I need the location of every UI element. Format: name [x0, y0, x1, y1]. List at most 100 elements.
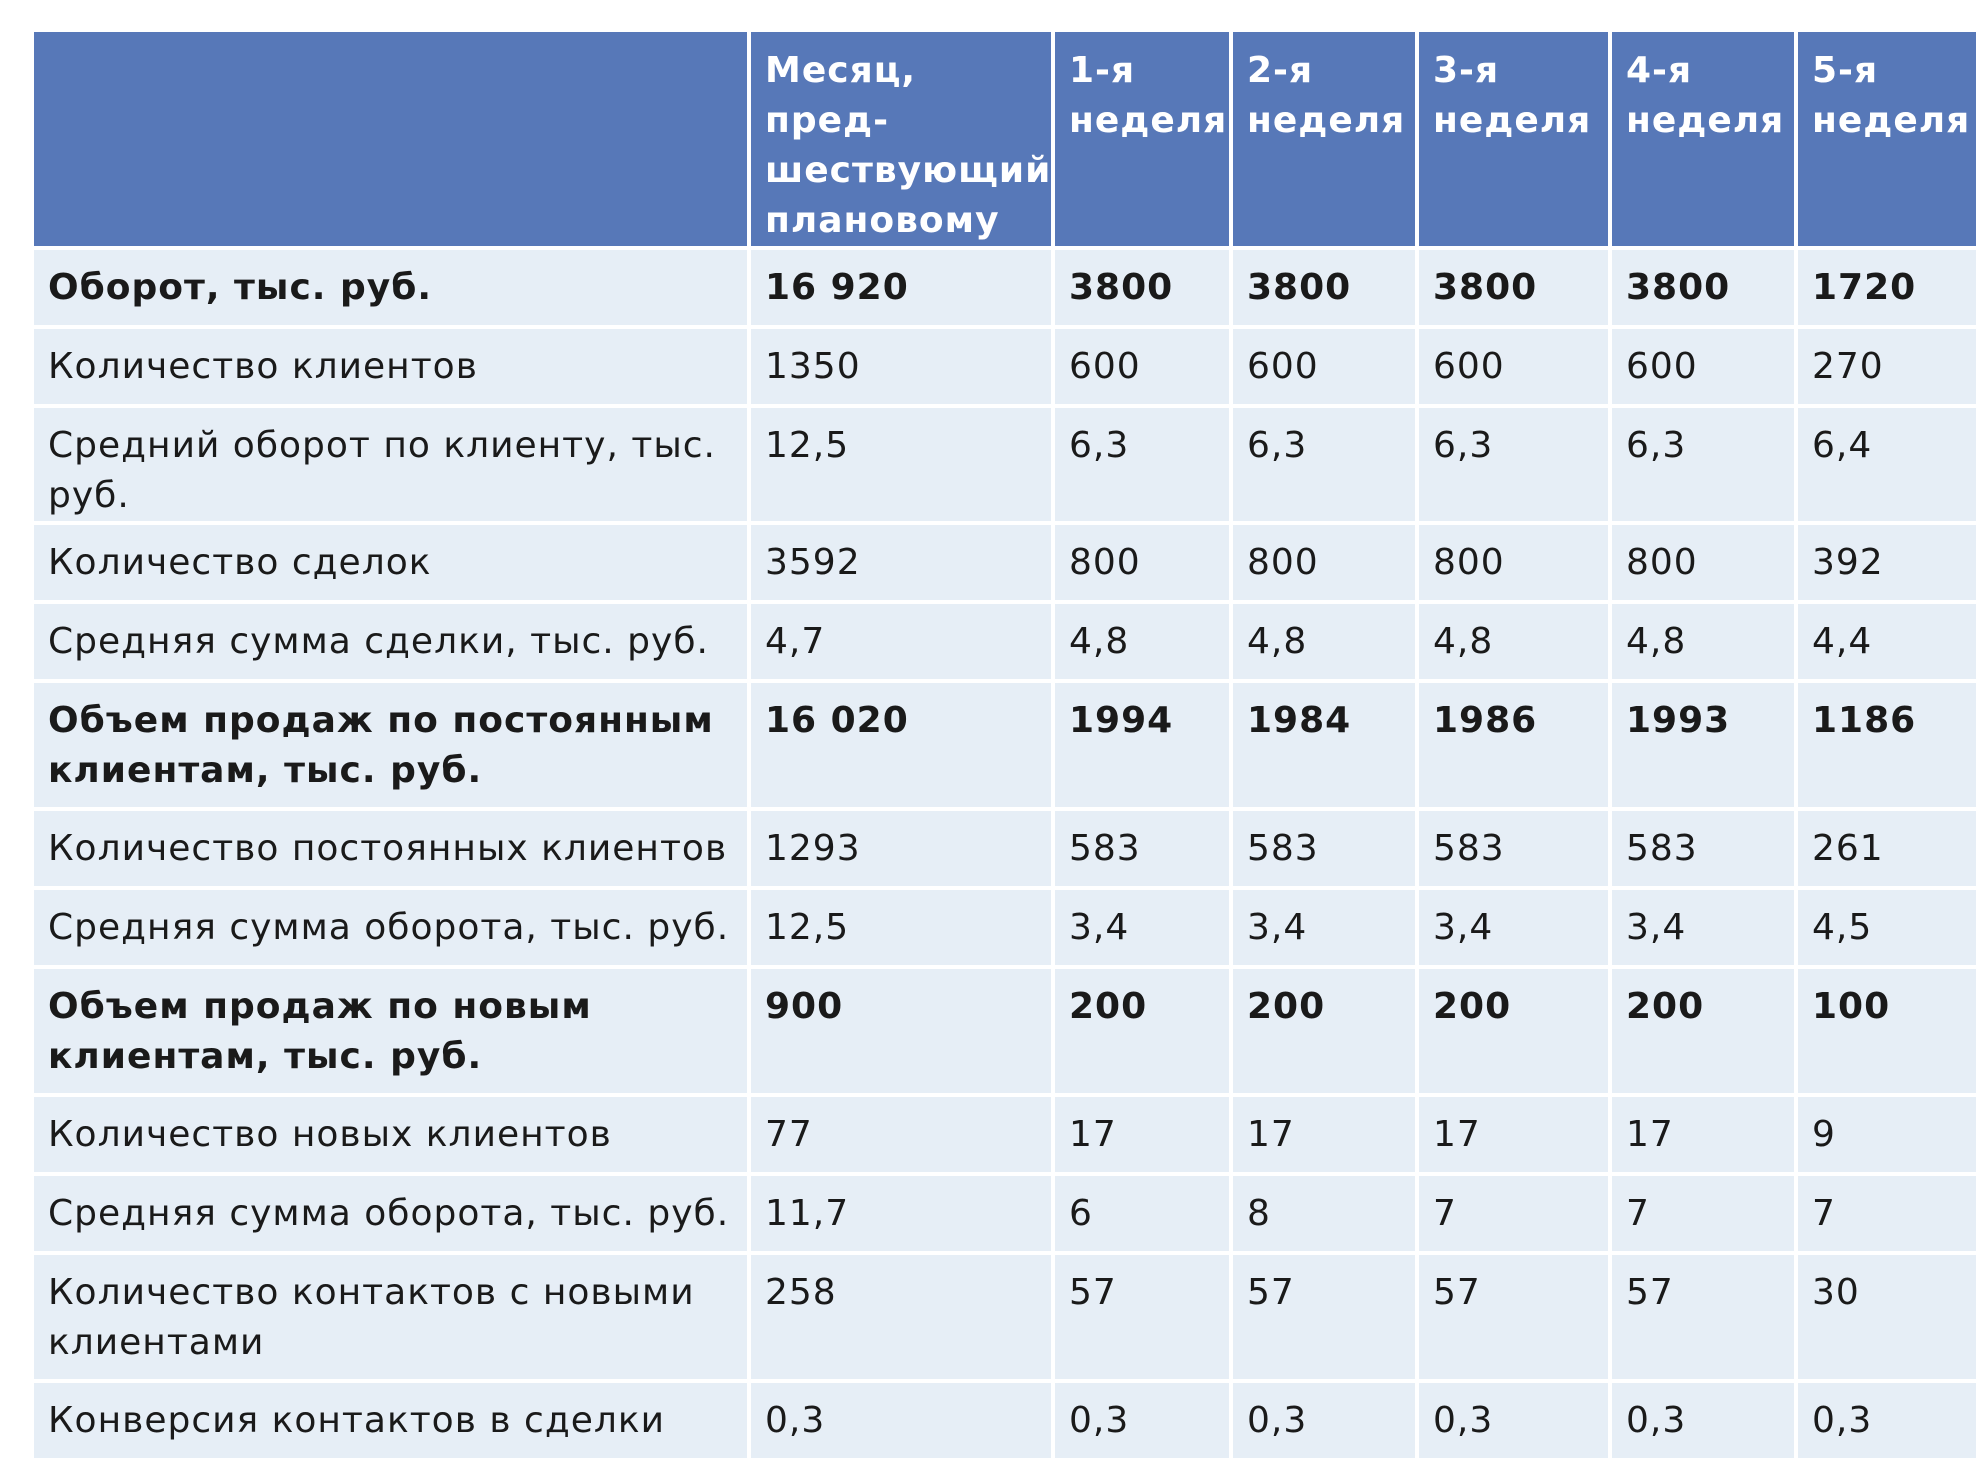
cell-week-5: 30 [1798, 1255, 1976, 1379]
cell-week-2: 583 [1233, 811, 1415, 886]
cell-week-3: 1986 [1419, 683, 1608, 807]
cell-week-5: 6,4 [1798, 408, 1976, 521]
cell-week-5: 392 [1798, 525, 1976, 600]
cell-row-label: Количество контактов с новыми клиентами [34, 1255, 747, 1379]
table-row: Количество постоянных клиентов 1293 583 583… [34, 811, 1976, 886]
cell-row-label: Количество сделок [34, 525, 747, 600]
table-row: Средний оборот по клиенту, тыс. руб. 12,5… [34, 408, 1976, 521]
cell-week-5: 4,4 [1798, 604, 1976, 679]
cell-week-5: 9 [1798, 1097, 1976, 1172]
cell-week-2: 6,3 [1233, 408, 1415, 521]
cell-week-2: 200 [1233, 969, 1415, 1093]
cell-week-1: 200 [1055, 969, 1229, 1093]
cell-week-4: 17 [1612, 1097, 1794, 1172]
cell-row-label: Количество клиентов [34, 329, 747, 404]
cell-week-4: 3,4 [1612, 890, 1794, 965]
cell-week-4: 7 [1612, 1176, 1794, 1251]
cell-week-2: 800 [1233, 525, 1415, 600]
table-row: Средняя сумма сделки, тыс. руб. 4,7 4,8 4,8… [34, 604, 1976, 679]
cell-week-4: 6,3 [1612, 408, 1794, 521]
header-cell-week-5: 5-я неделя [1798, 32, 1976, 246]
cell-week-1: 17 [1055, 1097, 1229, 1172]
cell-week-5: 261 [1798, 811, 1976, 886]
table-body: Оборот, тыс. руб. 16 920 3800 3800 3800 3800 1… [34, 250, 1976, 1458]
cell-week-4: 0,3 [1612, 1383, 1794, 1458]
cell-prev-month: 12,5 [751, 408, 1051, 521]
sales-plan-table: Месяц, пред-шествующий плановому 1-я нед… [30, 28, 1976, 1462]
header-row: Месяц, пред-шествующий плановому 1-я нед… [34, 32, 1976, 246]
cell-week-1: 4,8 [1055, 604, 1229, 679]
cell-prev-month: 4,7 [751, 604, 1051, 679]
header-cell-prev-month: Месяц, пред-шествующий плановому [751, 32, 1051, 246]
cell-row-label: Объем продаж по новым клиентам, тыс. руб… [34, 969, 747, 1093]
cell-week-1: 1994 [1055, 683, 1229, 807]
cell-week-1: 583 [1055, 811, 1229, 886]
cell-week-2: 3,4 [1233, 890, 1415, 965]
header-cell-row-label [34, 32, 747, 246]
cell-week-3: 6,3 [1419, 408, 1608, 521]
table-row: Объем продаж по постоянным клиентам, тыс… [34, 683, 1976, 807]
cell-week-2: 0,3 [1233, 1383, 1415, 1458]
cell-prev-month: 3592 [751, 525, 1051, 600]
cell-week-2: 600 [1233, 329, 1415, 404]
cell-week-5: 1720 [1798, 250, 1976, 325]
cell-prev-month: 1350 [751, 329, 1051, 404]
cell-week-5: 100 [1798, 969, 1976, 1093]
cell-week-1: 6,3 [1055, 408, 1229, 521]
cell-prev-month: 16 020 [751, 683, 1051, 807]
cell-week-3: 7 [1419, 1176, 1608, 1251]
cell-week-4: 57 [1612, 1255, 1794, 1379]
cell-week-3: 0,3 [1419, 1383, 1608, 1458]
cell-week-5: 0,3 [1798, 1383, 1976, 1458]
table-row: Количество клиентов 1350 600 600 600 600 270 [34, 329, 1976, 404]
cell-prev-month: 12,5 [751, 890, 1051, 965]
cell-week-1: 0,3 [1055, 1383, 1229, 1458]
cell-week-4: 4,8 [1612, 604, 1794, 679]
cell-week-4: 1993 [1612, 683, 1794, 807]
table-row: Объем продаж по новым клиентам, тыс. руб… [34, 969, 1976, 1093]
cell-week-3: 57 [1419, 1255, 1608, 1379]
cell-week-3: 17 [1419, 1097, 1608, 1172]
cell-week-3: 4,8 [1419, 604, 1608, 679]
cell-row-label: Средняя сумма оборота, тыс. руб. [34, 890, 747, 965]
cell-week-2: 57 [1233, 1255, 1415, 1379]
cell-week-3: 3800 [1419, 250, 1608, 325]
cell-week-4: 3800 [1612, 250, 1794, 325]
cell-week-2: 3800 [1233, 250, 1415, 325]
cell-week-4: 600 [1612, 329, 1794, 404]
cell-week-2: 1984 [1233, 683, 1415, 807]
cell-week-1: 3800 [1055, 250, 1229, 325]
cell-prev-month: 1293 [751, 811, 1051, 886]
cell-row-label: Объем продаж по постоянным клиентам, тыс… [34, 683, 747, 807]
cell-row-label: Средняя сумма оборота, тыс. руб. [34, 1176, 747, 1251]
cell-week-4: 200 [1612, 969, 1794, 1093]
cell-prev-month: 11,7 [751, 1176, 1051, 1251]
table-row: Количество контактов с новыми клиентами 2… [34, 1255, 1976, 1379]
header-cell-week-3: 3-я неделя [1419, 32, 1608, 246]
table-row: Количество сделок 3592 800 800 800 800 392 [34, 525, 1976, 600]
table-row: Средняя сумма оборота, тыс. руб. 11,7 6 8 7 7… [34, 1176, 1976, 1251]
cell-week-2: 8 [1233, 1176, 1415, 1251]
header-cell-week-4: 4-я неделя [1612, 32, 1794, 246]
cell-week-1: 3,4 [1055, 890, 1229, 965]
cell-prev-month: 258 [751, 1255, 1051, 1379]
cell-week-3: 800 [1419, 525, 1608, 600]
cell-row-label: Средний оборот по клиенту, тыс. руб. [34, 408, 747, 521]
cell-week-3: 583 [1419, 811, 1608, 886]
cell-week-2: 4,8 [1233, 604, 1415, 679]
cell-row-label: Средняя сумма сделки, тыс. руб. [34, 604, 747, 679]
cell-prev-month: 77 [751, 1097, 1051, 1172]
table-row: Средняя сумма оборота, тыс. руб. 12,5 3,4 3… [34, 890, 1976, 965]
cell-week-1: 600 [1055, 329, 1229, 404]
cell-week-5: 1186 [1798, 683, 1976, 807]
header-cell-week-1: 1-я неделя [1055, 32, 1229, 246]
cell-week-3: 200 [1419, 969, 1608, 1093]
sales-plan-table-container: Месяц, пред-шествующий плановому 1-я нед… [34, 32, 1976, 1458]
cell-row-label: Оборот, тыс. руб. [34, 250, 747, 325]
cell-week-5: 270 [1798, 329, 1976, 404]
cell-week-1: 57 [1055, 1255, 1229, 1379]
cell-row-label: Количество постоянных клиентов [34, 811, 747, 886]
cell-week-4: 800 [1612, 525, 1794, 600]
cell-week-4: 583 [1612, 811, 1794, 886]
cell-prev-month: 900 [751, 969, 1051, 1093]
